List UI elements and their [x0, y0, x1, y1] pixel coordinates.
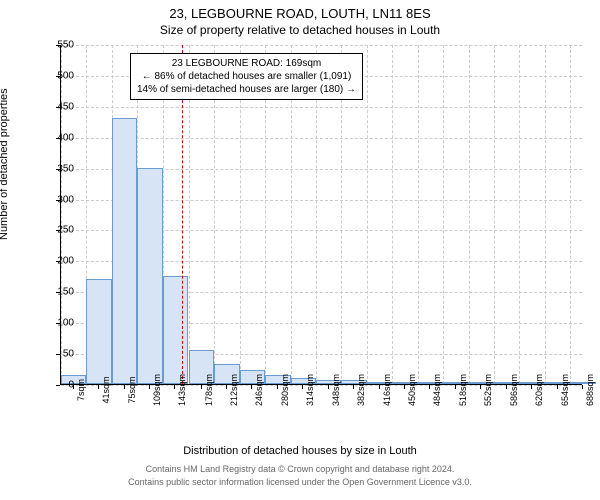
gridline-v: [570, 45, 571, 384]
x-tick-mark: [455, 385, 456, 389]
x-tick-label: 41sqm: [101, 376, 111, 403]
gridline-v: [469, 45, 470, 384]
gridline-v: [418, 45, 419, 384]
gridline-v: [519, 45, 520, 384]
y-tick-mark: [56, 385, 60, 386]
x-tick-label: 314sqm: [305, 374, 315, 406]
x-tick-label: 654sqm: [560, 374, 570, 406]
x-tick-mark: [531, 385, 532, 389]
x-tick-label: 143sqm: [177, 374, 187, 406]
x-tick-label: 382sqm: [356, 374, 366, 406]
x-tick-label: 484sqm: [432, 374, 442, 406]
annotation-line-1: 23 LEGBOURNE ROAD: 169sqm: [137, 57, 356, 70]
histogram-bar: [112, 118, 137, 384]
y-tick-mark: [56, 323, 60, 324]
x-tick-label: 178sqm: [204, 374, 214, 406]
x-tick-label: 688sqm: [585, 374, 595, 406]
x-tick-mark: [124, 385, 125, 389]
y-tick-mark: [56, 138, 60, 139]
histogram-bar: [137, 168, 162, 384]
y-tick-mark: [56, 230, 60, 231]
gridline-v: [61, 45, 62, 384]
gridline-h: [61, 107, 582, 108]
x-tick-label: 552sqm: [483, 374, 493, 406]
x-tick-mark: [226, 385, 227, 389]
annotation-line-2: ← 86% of detached houses are smaller (1,…: [137, 70, 356, 83]
gridline-v: [392, 45, 393, 384]
footer-copyright-2: Contains public sector information licen…: [0, 477, 600, 487]
x-tick-mark: [480, 385, 481, 389]
x-tick-label: 109sqm: [152, 374, 162, 406]
y-tick-mark: [56, 45, 60, 46]
page-subtitle: Size of property relative to detached ho…: [0, 23, 600, 37]
y-tick-mark: [56, 169, 60, 170]
x-tick-label: 212sqm: [229, 374, 239, 406]
x-tick-mark: [328, 385, 329, 389]
x-tick-label: 586sqm: [509, 374, 519, 406]
x-tick-label: 518sqm: [458, 374, 468, 406]
y-tick-mark: [56, 76, 60, 77]
y-tick-mark: [56, 292, 60, 293]
x-tick-mark: [557, 385, 558, 389]
x-tick-mark: [201, 385, 202, 389]
x-tick-label: 416sqm: [382, 374, 392, 406]
histogram-bar: [86, 279, 111, 384]
x-tick-mark: [277, 385, 278, 389]
x-tick-mark: [379, 385, 380, 389]
annotation-line-3: 14% of semi-detached houses are larger (…: [137, 83, 356, 96]
page-title: 23, LEGBOURNE ROAD, LOUTH, LN11 8ES: [0, 6, 600, 21]
x-tick-label: 450sqm: [407, 374, 417, 406]
x-tick-mark: [429, 385, 430, 389]
histogram-bar: [163, 276, 188, 384]
x-tick-mark: [353, 385, 354, 389]
gridline-v: [545, 45, 546, 384]
x-tick-label: 246sqm: [254, 374, 264, 406]
y-axis-label: Number of detached properties: [0, 88, 10, 240]
gridline-h: [61, 385, 582, 386]
x-axis-label: Distribution of detached houses by size …: [0, 445, 600, 457]
x-tick-mark: [98, 385, 99, 389]
annotation-box: 23 LEGBOURNE ROAD: 169sqm ← 86% of detac…: [130, 53, 363, 100]
x-tick-label: 348sqm: [331, 374, 341, 406]
x-tick-label: 7sqm: [76, 379, 86, 401]
x-tick-mark: [582, 385, 583, 389]
y-tick-mark: [56, 354, 60, 355]
y-tick-mark: [56, 107, 60, 108]
gridline-v: [443, 45, 444, 384]
gridline-v: [494, 45, 495, 384]
x-tick-label: 620sqm: [534, 374, 544, 406]
x-tick-mark: [302, 385, 303, 389]
x-tick-mark: [404, 385, 405, 389]
x-tick-label: 280sqm: [280, 374, 290, 406]
x-tick-mark: [73, 385, 74, 389]
x-tick-label: 75sqm: [127, 376, 137, 403]
gridline-v: [367, 45, 368, 384]
x-tick-mark: [251, 385, 252, 389]
x-tick-mark: [149, 385, 150, 389]
footer-copyright-1: Contains HM Land Registry data © Crown c…: [0, 464, 600, 474]
gridline-h: [61, 138, 582, 139]
x-tick-mark: [506, 385, 507, 389]
y-tick-mark: [56, 261, 60, 262]
y-tick-mark: [56, 200, 60, 201]
x-tick-mark: [174, 385, 175, 389]
gridline-h: [61, 45, 582, 46]
